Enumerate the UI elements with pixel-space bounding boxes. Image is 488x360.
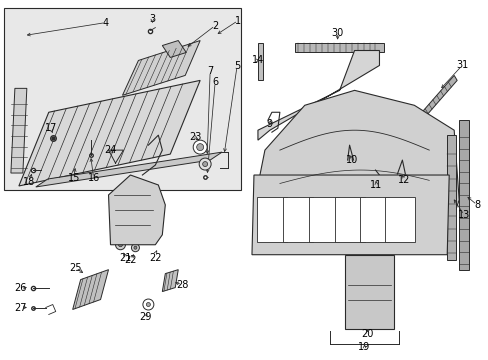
Text: 28: 28 [176, 280, 188, 289]
Text: 30: 30 [331, 28, 343, 37]
Bar [334, 197, 364, 242]
Text: 21: 21 [119, 253, 131, 263]
Bar [308, 197, 338, 242]
Polygon shape [19, 80, 200, 186]
Text: 22: 22 [149, 253, 161, 263]
Text: 23: 23 [189, 132, 201, 142]
Text: 17: 17 [44, 123, 57, 133]
Text: 9: 9 [266, 119, 272, 129]
Text: 8: 8 [473, 200, 479, 210]
Circle shape [131, 244, 139, 252]
Polygon shape [344, 255, 394, 329]
Text: 5: 5 [233, 62, 240, 71]
Polygon shape [108, 150, 123, 163]
Circle shape [142, 299, 154, 310]
Circle shape [196, 144, 203, 150]
Text: 6: 6 [212, 77, 218, 87]
Polygon shape [73, 270, 108, 310]
Text: 7: 7 [206, 67, 213, 76]
Circle shape [115, 240, 125, 250]
Text: 18: 18 [22, 177, 35, 187]
Circle shape [199, 158, 211, 170]
Text: 29: 29 [139, 312, 151, 323]
Polygon shape [11, 88, 27, 173]
Text: 25: 25 [69, 263, 81, 273]
Text: 16: 16 [87, 173, 100, 183]
Text: 31: 31 [455, 60, 468, 71]
Circle shape [202, 162, 207, 167]
Circle shape [134, 246, 137, 249]
Text: 15: 15 [67, 173, 80, 183]
Polygon shape [258, 50, 379, 140]
Text: 24: 24 [104, 145, 117, 155]
Polygon shape [258, 42, 263, 80]
Polygon shape [162, 270, 178, 292]
Polygon shape [162, 41, 186, 58]
Bar [385, 197, 414, 242]
Polygon shape [108, 175, 165, 245]
Text: 22: 22 [124, 255, 137, 265]
Text: 1: 1 [234, 15, 241, 26]
Bar [68, 143, 86, 165]
Polygon shape [258, 90, 458, 230]
Bar [282, 197, 312, 242]
Polygon shape [458, 120, 468, 270]
Text: 4: 4 [102, 18, 108, 28]
Bar [359, 197, 388, 242]
Text: 26: 26 [15, 283, 27, 293]
Text: 20: 20 [361, 329, 373, 339]
Polygon shape [122, 41, 200, 95]
Text: 2: 2 [212, 21, 218, 31]
Text: 14: 14 [251, 55, 264, 66]
Text: 12: 12 [397, 175, 410, 185]
Polygon shape [419, 75, 456, 120]
Text: 19: 19 [358, 342, 370, 352]
Bar [4, 8, 241, 190]
Polygon shape [36, 152, 222, 187]
Text: 10: 10 [345, 155, 357, 165]
Text: 11: 11 [369, 180, 382, 190]
Polygon shape [294, 42, 384, 53]
Circle shape [193, 140, 207, 154]
Polygon shape [447, 135, 455, 260]
Text: 13: 13 [457, 210, 469, 220]
Text: 27: 27 [15, 302, 27, 312]
Circle shape [146, 302, 150, 306]
Circle shape [118, 243, 122, 247]
Bar [256, 197, 286, 242]
Text: 3: 3 [149, 14, 155, 24]
Polygon shape [251, 175, 448, 255]
